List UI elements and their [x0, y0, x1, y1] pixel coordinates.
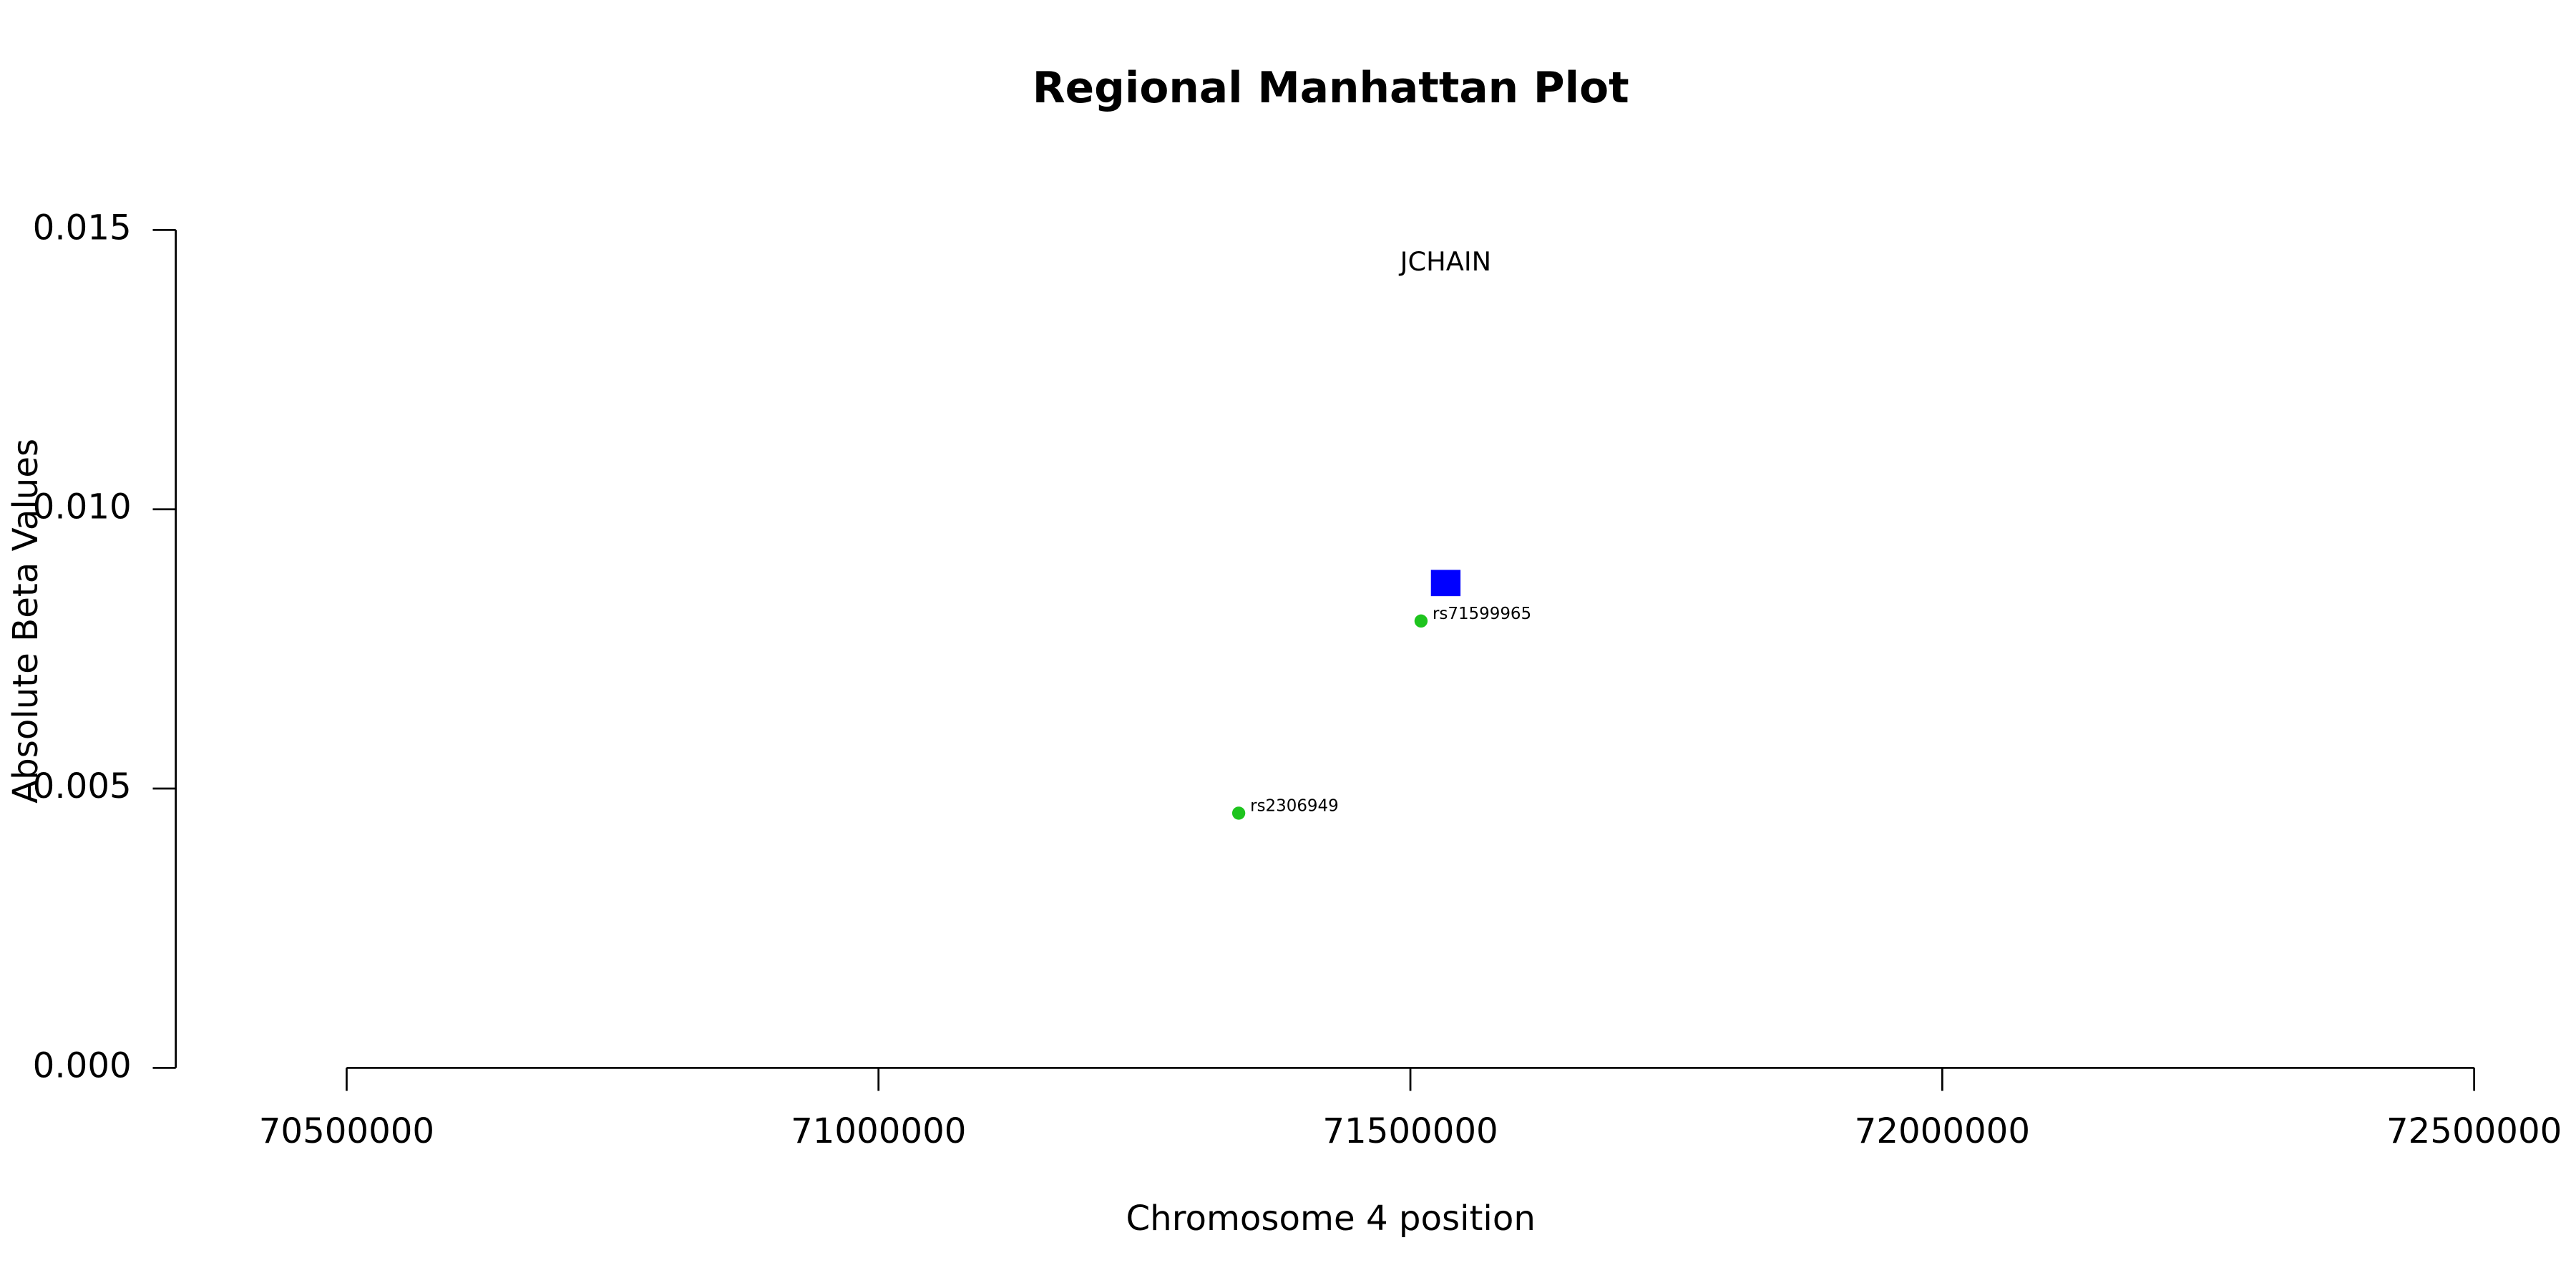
y-axis-title: Absolute Beta Values: [6, 439, 46, 804]
point: [1414, 614, 1428, 628]
x-tick-label: 72500000: [2386, 1111, 2562, 1151]
gene-marker: [1430, 570, 1461, 597]
y-tick-label: 0.000: [33, 1045, 132, 1085]
x-tick-label: 70500000: [259, 1111, 434, 1151]
x-axis-title: Chromosome 4 position: [1126, 1199, 1536, 1239]
gene-label: JCHAIN: [1399, 246, 1492, 277]
point-label: rs2306949: [1250, 797, 1339, 816]
y-tick-label: 0.015: [33, 208, 132, 248]
point: [1231, 806, 1246, 820]
y-tick-label: 0.005: [33, 766, 132, 806]
y-tick-label: 0.010: [33, 487, 132, 527]
point-label: rs71599965: [1433, 605, 1531, 623]
chart-title: Regional Manhattan Plot: [1033, 64, 1629, 113]
x-tick-label: 72000000: [1855, 1111, 2030, 1151]
x-tick-label: 71000000: [791, 1111, 966, 1151]
x-tick-label: 71500000: [1322, 1111, 1498, 1151]
